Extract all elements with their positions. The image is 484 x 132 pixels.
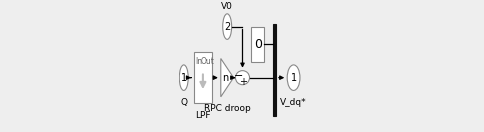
Text: −: − [234, 71, 243, 81]
Text: 1: 1 [290, 73, 296, 83]
Text: 2: 2 [224, 22, 230, 32]
Text: Q: Q [180, 98, 187, 107]
Text: RPC droop: RPC droop [203, 105, 250, 114]
Text: 0: 0 [253, 38, 261, 51]
Text: +: + [239, 77, 247, 87]
Ellipse shape [222, 14, 231, 39]
Text: In: In [195, 57, 202, 66]
Polygon shape [220, 58, 233, 97]
Bar [272, 24, 275, 116]
Text: LPF: LPF [195, 111, 210, 120]
Circle shape [235, 71, 249, 85]
Text: n: n [222, 73, 228, 83]
Ellipse shape [179, 65, 188, 90]
Text: V_dq*: V_dq* [280, 98, 306, 107]
Ellipse shape [287, 65, 299, 90]
Bar [251, 27, 264, 62]
Bar [194, 52, 212, 103]
Text: V0: V0 [221, 2, 233, 11]
Text: Out: Out [200, 57, 214, 66]
Text: 1: 1 [181, 73, 186, 83]
